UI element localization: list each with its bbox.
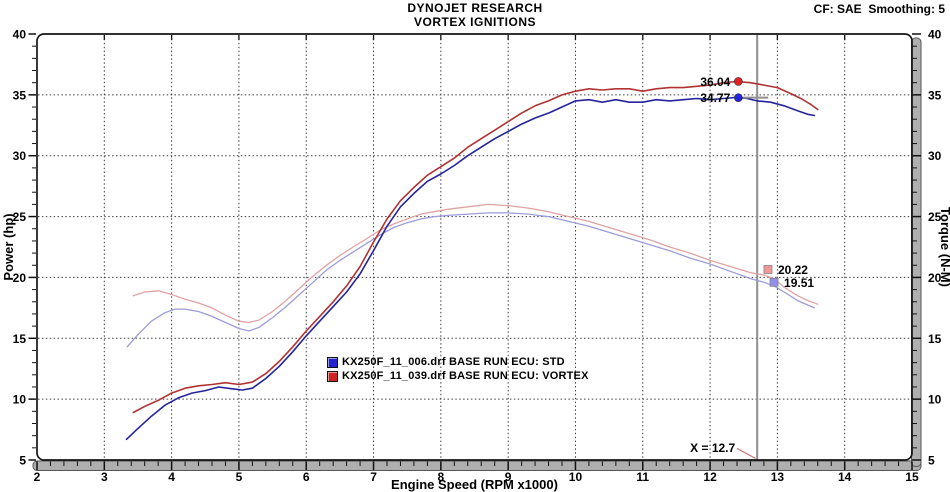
x-tick-label: 10 <box>569 470 583 484</box>
x-tick-label: 13 <box>771 470 785 484</box>
marker-value-label-max-power-std: 34.77 <box>700 91 730 105</box>
y-tick-label-left: 25 <box>13 210 27 224</box>
legend-swatch <box>327 356 338 368</box>
legend-item-0: KX250F_11_006.drf BASE RUN ECU: STD <box>327 355 589 369</box>
legend-label: KX250F_11_006.drf BASE RUN ECU: STD <box>342 356 565 368</box>
x-tick-label: 8 <box>438 470 445 484</box>
x-axis-title: Engine Speed (RPM x1000) <box>391 477 558 492</box>
y-tick-label-left: 35 <box>13 88 27 102</box>
y-axis-right-title: Torque (N-M) <box>938 207 950 287</box>
legend-swatch <box>327 370 338 382</box>
y-tick-label-left: 5 <box>19 454 26 468</box>
marker-value-label-torque-std-at-cursor: 19.51 <box>784 276 814 290</box>
chart-title-line2: VORTEX IGNITIONS <box>413 15 536 29</box>
x-tick-label: 14 <box>838 470 852 484</box>
curve-torque-std <box>126 212 816 348</box>
y-tick-label-left: 10 <box>13 393 27 407</box>
cursor-x-value-label: X = 12.7 <box>690 441 735 455</box>
y-tick-label-right: 40 <box>928 28 942 42</box>
y-tick-label-left: 30 <box>13 149 27 163</box>
cursor-pointer-line <box>736 447 756 460</box>
curve-torque-vortex <box>132 203 819 324</box>
x-tick-label: 9 <box>505 470 512 484</box>
marker-dot-max-power-std <box>734 93 743 102</box>
y-tick-label-left: 20 <box>13 271 27 285</box>
y-axis-right-band <box>911 37 922 467</box>
y-tick-label-right: 10 <box>928 393 942 407</box>
chart-title-line1: DYNOJET RESEARCH <box>407 1 543 15</box>
y-axis-left-title: Power (hp) <box>1 213 16 280</box>
legend: KX250F_11_006.drf BASE RUN ECU: STD KX250… <box>327 355 589 383</box>
correction-smoothing-info: CF: SAE Smoothing: 5 <box>813 2 945 16</box>
x-tick-label: 4 <box>168 470 175 484</box>
x-tick-label: 7 <box>370 470 377 484</box>
chart-title: DYNOJET RESEARCH VORTEX IGNITIONS <box>0 1 950 29</box>
marker-value-label-torque-vortex-at-cursor: 20.22 <box>778 263 808 277</box>
x-tick-label: 11 <box>636 470 649 484</box>
x-tick-label: 15 <box>905 470 919 484</box>
marker-dot-max-power-vortex <box>734 77 743 86</box>
y-tick-label-right: 25 <box>928 210 942 224</box>
curve-power-std <box>125 96 816 441</box>
x-tick-label: 2 <box>34 470 41 484</box>
marker-value-label-max-power-vortex: 36.04 <box>700 75 730 89</box>
curve-power-vortex <box>132 80 819 414</box>
y-tick-label-right: 30 <box>928 149 942 163</box>
y-tick-label-right: 15 <box>928 332 942 346</box>
x-tick-label: 6 <box>303 470 310 484</box>
marker-square-torque-vortex-at-cursor <box>763 265 773 274</box>
x-axis-band <box>32 460 922 471</box>
y-tick-label-right: 35 <box>928 88 942 102</box>
y-tick-label-left: 15 <box>13 332 27 346</box>
x-tick-label: 5 <box>236 470 243 484</box>
legend-item-1: KX250F_11_039.drf BASE RUN ECU: VORTEX <box>327 369 589 383</box>
plot-frame <box>36 33 913 461</box>
y-tick-label-left: 40 <box>13 28 27 42</box>
legend-label: KX250F_11_039.drf BASE RUN ECU: VORTEX <box>342 370 589 382</box>
marker-square-torque-std-at-cursor <box>769 277 779 287</box>
y-tick-label-right: 5 <box>928 454 935 468</box>
y-tick-label-right: 20 <box>928 271 942 285</box>
x-tick-label: 3 <box>101 470 108 484</box>
x-tick-label: 12 <box>703 470 717 484</box>
